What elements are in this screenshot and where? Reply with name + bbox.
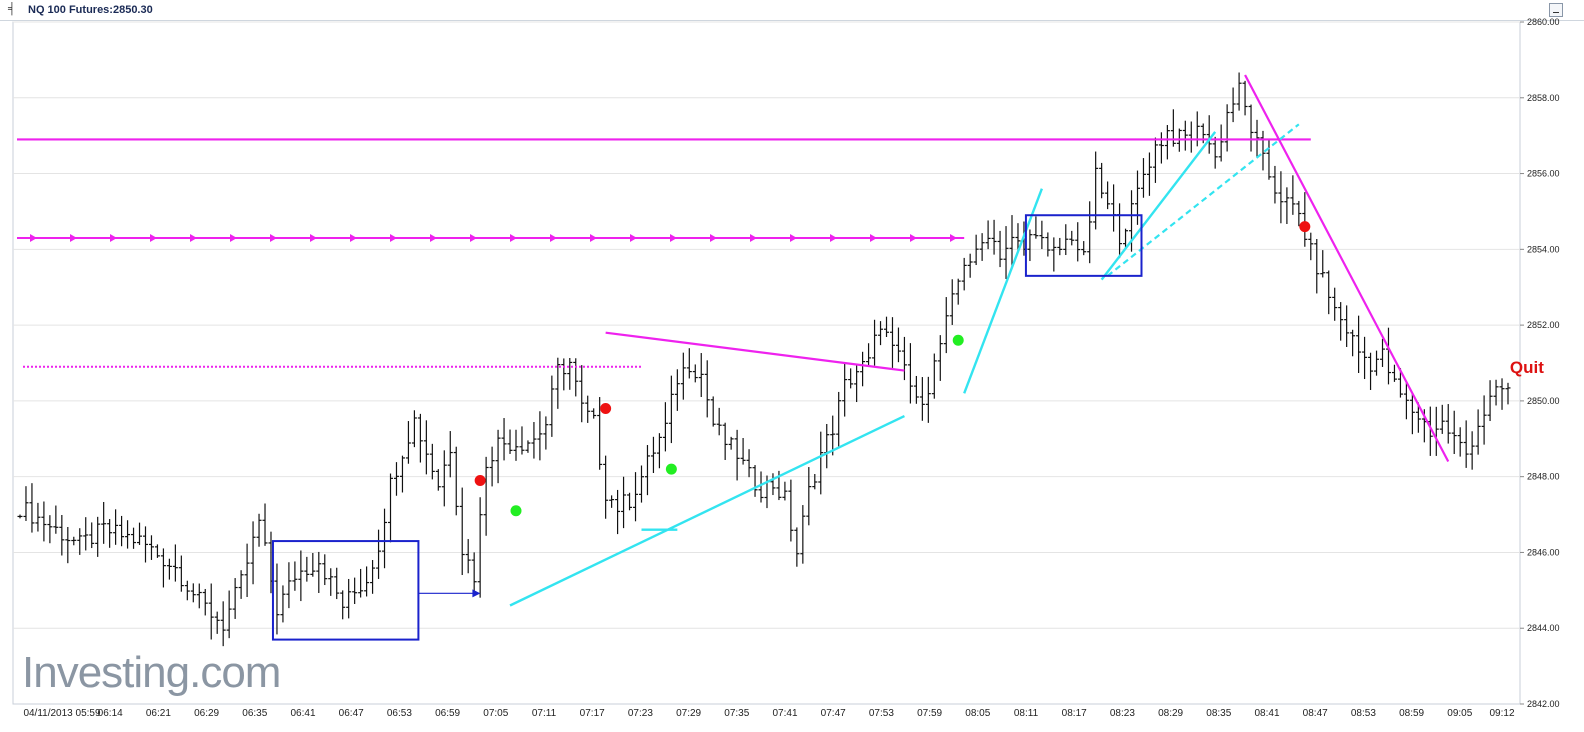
signal-dot	[1299, 221, 1311, 233]
trendline-cyan	[1100, 131, 1217, 281]
x-tick-label: 06:29	[194, 708, 219, 719]
trendline-cyan	[509, 414, 905, 607]
signal-dot	[952, 334, 964, 346]
signal-dot	[510, 505, 522, 517]
investing-logo: Investing.com	[22, 648, 281, 697]
arrow-marker	[790, 233, 797, 242]
arrow-marker	[110, 233, 117, 242]
arrow-marker	[830, 233, 837, 242]
signal-dot	[474, 474, 486, 486]
x-tick-label: 07:35	[724, 708, 749, 719]
x-tick-label: 07:41	[772, 708, 797, 719]
trendline-cyan-dashed	[1106, 123, 1300, 277]
arrow-marker	[710, 233, 717, 242]
bar-chart-icon: ╡	[8, 3, 16, 15]
y-tick-label: 2842.00	[1527, 699, 1560, 709]
x-tick-label: 09:05	[1447, 708, 1472, 719]
x-tick-label: 08:47	[1303, 708, 1328, 719]
x-tick-label: 08:35	[1206, 708, 1231, 719]
arrow-marker	[910, 233, 917, 242]
arrow-marker	[310, 233, 317, 242]
arrow-marker	[750, 233, 757, 242]
arrow-marker	[70, 233, 77, 242]
x-tick-label: 08:29	[1158, 708, 1183, 719]
x-tick-label: 06:59	[435, 708, 460, 719]
x-tick-label: 07:05	[483, 708, 508, 719]
arrow-marker	[510, 233, 517, 242]
x-tick-label: 06:35	[242, 708, 267, 719]
chart-header: ╡ NQ 100 Futures:2850.30	[0, 0, 1584, 21]
arrow-marker	[190, 233, 197, 242]
x-tick-label: 08:11	[1014, 708, 1039, 719]
x-tick-label: 07:53	[869, 708, 894, 719]
arrow-marker	[350, 233, 357, 242]
x-tick-label: 04/11/2013 05:59	[23, 708, 101, 719]
plot-area	[12, 21, 1521, 705]
signal-dot	[600, 402, 612, 414]
x-tick-label: 08:17	[1062, 708, 1087, 719]
x-tick-label: 06:21	[146, 708, 171, 719]
x-tick-label: 08:23	[1110, 708, 1135, 719]
trendline-cyan	[963, 188, 1044, 394]
arrow-marker	[470, 233, 477, 242]
breakout-arrow-head	[472, 589, 481, 598]
y-tick-label: 2858.00	[1527, 93, 1560, 103]
consolidation-box	[271, 540, 420, 641]
y-tick-label: 2854.00	[1527, 244, 1560, 254]
y-tick-label: 2860.00	[1527, 17, 1560, 27]
arrow-marker	[670, 233, 677, 242]
y-tick-label: 2848.00	[1527, 472, 1560, 482]
minimize-button[interactable]	[1549, 3, 1563, 17]
chart-title: NQ 100 Futures:2850.30	[28, 4, 153, 16]
y-tick-label: 2846.00	[1527, 547, 1560, 557]
arrow-marker	[270, 233, 277, 242]
x-tick-label: 07:29	[676, 708, 701, 719]
x-tick-label: 09:12	[1489, 708, 1514, 719]
trendline-magenta	[605, 331, 905, 372]
x-tick-label: 08:41	[1254, 708, 1279, 719]
y-tick-label: 2856.00	[1527, 169, 1560, 179]
signal-dot	[665, 463, 677, 475]
arrow-marker	[430, 233, 437, 242]
x-tick-label: 07:47	[821, 708, 846, 719]
arrow-marker	[550, 233, 557, 242]
x-tick-label: 07:11	[532, 708, 557, 719]
x-tick-label: 08:05	[965, 708, 990, 719]
x-tick-label: 06:14	[98, 708, 123, 719]
arrow-marker	[30, 233, 37, 242]
x-tick-label: 08:59	[1399, 708, 1424, 719]
y-tick-label: 2850.00	[1527, 396, 1560, 406]
x-tick-label: 07:23	[628, 708, 653, 719]
consolidation-box	[1024, 214, 1143, 277]
arrow-marker	[230, 233, 237, 242]
x-tick-label: 08:53	[1351, 708, 1376, 719]
y-tick-label: 2844.00	[1527, 623, 1560, 633]
x-tick-label: 06:53	[387, 708, 412, 719]
trendline-magenta	[1244, 74, 1450, 463]
arrow-marker	[590, 233, 597, 242]
arrow-marker	[630, 233, 637, 242]
x-tick-label: 07:59	[917, 708, 942, 719]
x-tick-label: 07:17	[580, 708, 605, 719]
arrow-marker	[870, 233, 877, 242]
y-tick-label: 2852.00	[1527, 320, 1560, 330]
arrow-marker	[950, 233, 957, 242]
x-tick-label: 06:41	[290, 708, 315, 719]
quit-label: Quit	[1510, 358, 1544, 377]
x-tick-label: 06:47	[339, 708, 364, 719]
arrow-marker	[150, 233, 157, 242]
arrow-marker	[390, 233, 397, 242]
